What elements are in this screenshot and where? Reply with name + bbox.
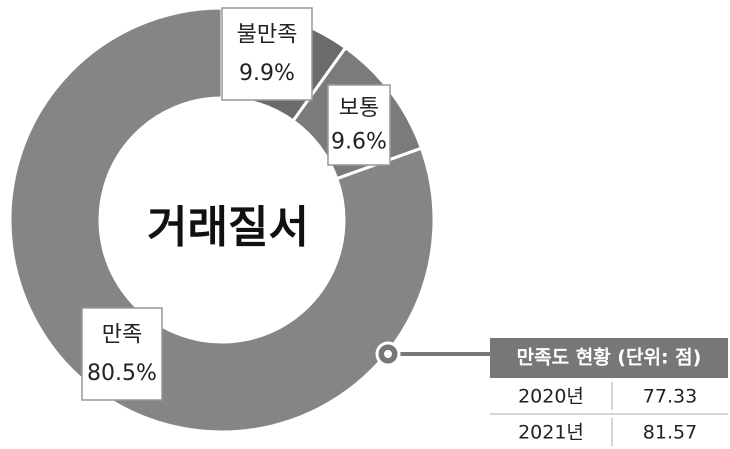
value-label: 9.9% xyxy=(239,61,295,86)
category-label: 보통 xyxy=(339,96,379,121)
table-cell: 81.57 xyxy=(643,422,697,444)
value-label: 80.5% xyxy=(87,361,157,386)
table-cell: 2020년 xyxy=(518,386,584,408)
table-header xyxy=(490,338,728,378)
table-title: 만족도 현황 (단위: 점) xyxy=(517,346,702,369)
label-box xyxy=(81,307,163,401)
category-label: 불만족 xyxy=(237,23,298,48)
table-cell: 2021년 xyxy=(518,422,584,444)
label-box xyxy=(327,84,391,166)
label-box xyxy=(221,7,313,101)
center-title: 거래질서 xyxy=(147,202,309,253)
value-label: 9.6% xyxy=(331,130,387,155)
connector-dot-inner xyxy=(384,350,392,358)
table-cell: 77.33 xyxy=(643,386,697,408)
category-label: 만족 xyxy=(102,323,142,348)
